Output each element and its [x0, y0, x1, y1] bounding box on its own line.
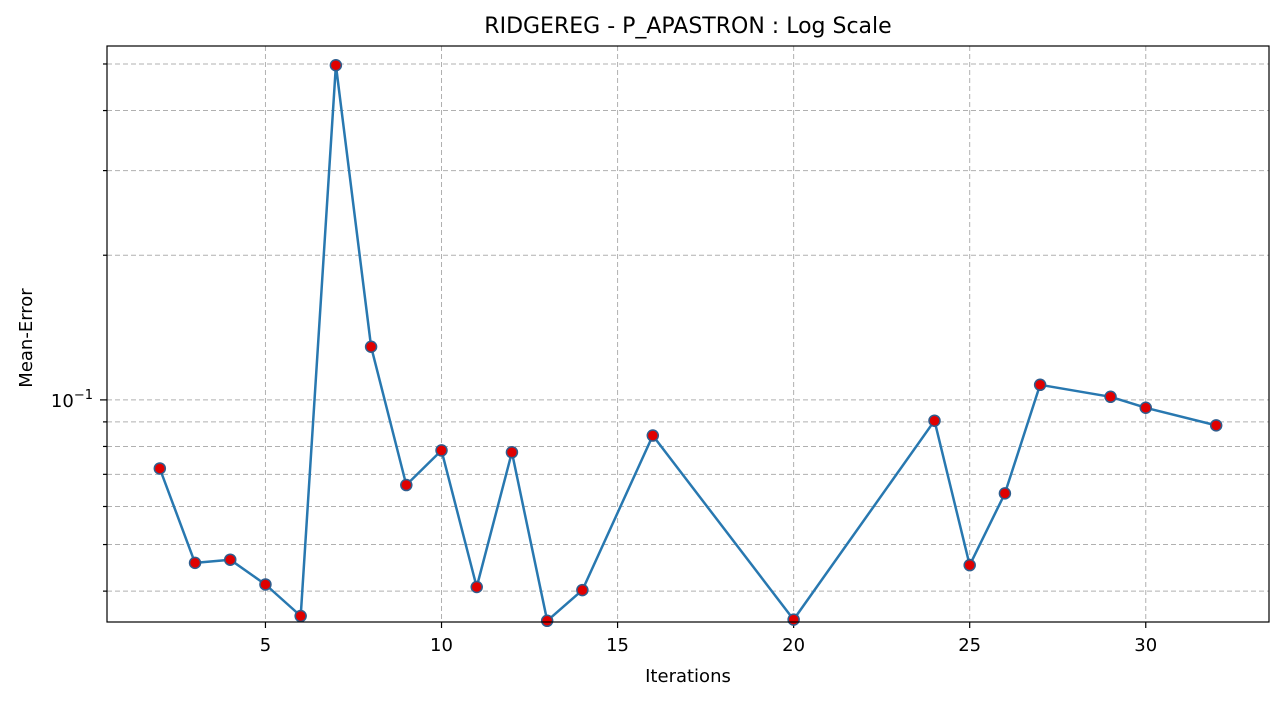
- data-point: [787, 613, 800, 626]
- chart-title: RIDGEREG - P_APASTRON : Log Scale: [484, 14, 891, 39]
- data-point: [1033, 378, 1047, 392]
- x-tick-label: 20: [782, 635, 805, 656]
- y-axis-label: Mean-Error: [16, 288, 37, 388]
- data-point: [1139, 401, 1153, 415]
- x-tick-label: 10: [430, 635, 453, 656]
- data-point: [998, 487, 1012, 500]
- data-point: [1104, 390, 1117, 404]
- x-axis-label: Iterations: [645, 666, 731, 687]
- grid-layer: [107, 46, 1269, 622]
- data-point: [576, 583, 589, 597]
- data-point: [435, 444, 448, 457]
- data-point: [928, 414, 941, 427]
- data-point: [505, 446, 519, 459]
- data-point: [540, 614, 554, 628]
- data-point: [153, 462, 167, 475]
- series-line: [158, 63, 1217, 623]
- data-point: [329, 58, 343, 72]
- data-point: [470, 580, 483, 594]
- x-tick-label: 15: [606, 635, 629, 656]
- data-point: [188, 556, 202, 570]
- data-point: [1209, 419, 1223, 432]
- plot-frame: [106, 45, 1270, 623]
- data-point: [963, 558, 976, 572]
- data-point: [400, 478, 413, 492]
- x-tick-label: 25: [958, 635, 981, 656]
- data-point: [294, 609, 307, 623]
- x-tick-label: 5: [260, 635, 271, 656]
- y-tick-label: 10−1: [51, 388, 93, 412]
- data-point: [259, 578, 272, 591]
- axis-layer: 5 10 15 20 25 30 10−1: [51, 63, 1157, 656]
- data-point: [646, 429, 660, 442]
- x-tick-label: 30: [1134, 635, 1157, 656]
- series-layer: [153, 58, 1223, 628]
- data-point: [364, 340, 378, 353]
- data-point: [223, 553, 237, 566]
